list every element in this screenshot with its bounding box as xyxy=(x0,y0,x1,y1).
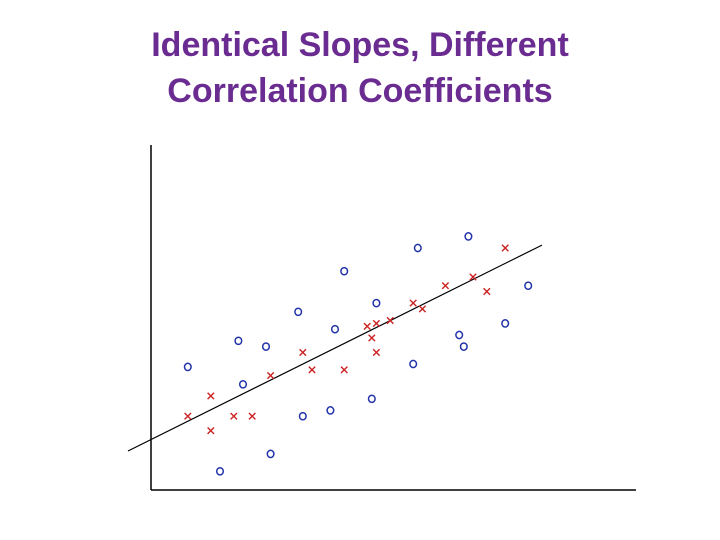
regression-line xyxy=(127,244,543,452)
o-marker-point xyxy=(524,281,533,291)
o-marker-point xyxy=(238,379,248,389)
o-marker-point xyxy=(261,342,271,351)
x-marker-point xyxy=(184,412,192,420)
o-marker-point xyxy=(455,330,464,340)
o-marker-point xyxy=(326,406,335,415)
o-marker-point xyxy=(340,266,349,276)
page-title: Identical Slopes, Different Correlation … xyxy=(0,22,720,114)
o-marker-point xyxy=(409,359,418,369)
o-marker-point xyxy=(183,362,192,372)
x-marker-point xyxy=(483,287,491,296)
x-marker-point xyxy=(501,244,509,252)
x-marker-point xyxy=(230,412,238,420)
o-marker-point xyxy=(372,298,381,308)
x-marker-point xyxy=(372,319,381,328)
x-marker-point xyxy=(441,282,450,290)
x-marker-point xyxy=(363,322,371,330)
o-marker-point xyxy=(330,324,340,334)
o-marker-point xyxy=(294,307,303,317)
o-marker-point xyxy=(367,394,376,404)
x-marker-point xyxy=(409,299,417,307)
x-marker-point xyxy=(340,366,348,374)
o-marker-point xyxy=(413,243,422,253)
o-marker-point xyxy=(459,342,468,351)
x-marker-point xyxy=(299,348,307,357)
x-marker-point xyxy=(266,371,275,380)
o-marker-point xyxy=(234,336,243,346)
x-marker-point xyxy=(207,427,215,435)
x-marker-point xyxy=(207,392,215,400)
x-marker-point xyxy=(372,348,381,357)
data-points xyxy=(183,232,533,476)
o-marker-point xyxy=(464,232,473,241)
page-title-line-1: Identical Slopes, Different xyxy=(151,26,569,64)
x-marker-point xyxy=(368,334,376,342)
o-marker-point xyxy=(266,449,275,459)
x-marker-point xyxy=(469,273,477,281)
x-marker-point xyxy=(248,412,256,420)
o-marker-point xyxy=(501,319,510,328)
x-marker-point xyxy=(308,366,316,374)
x-marker-point xyxy=(386,316,394,325)
page-title-line-2: Correlation Coefficients xyxy=(167,72,553,110)
o-marker-point xyxy=(298,411,307,421)
x-marker-point xyxy=(418,305,427,313)
o-marker-point xyxy=(215,466,225,476)
